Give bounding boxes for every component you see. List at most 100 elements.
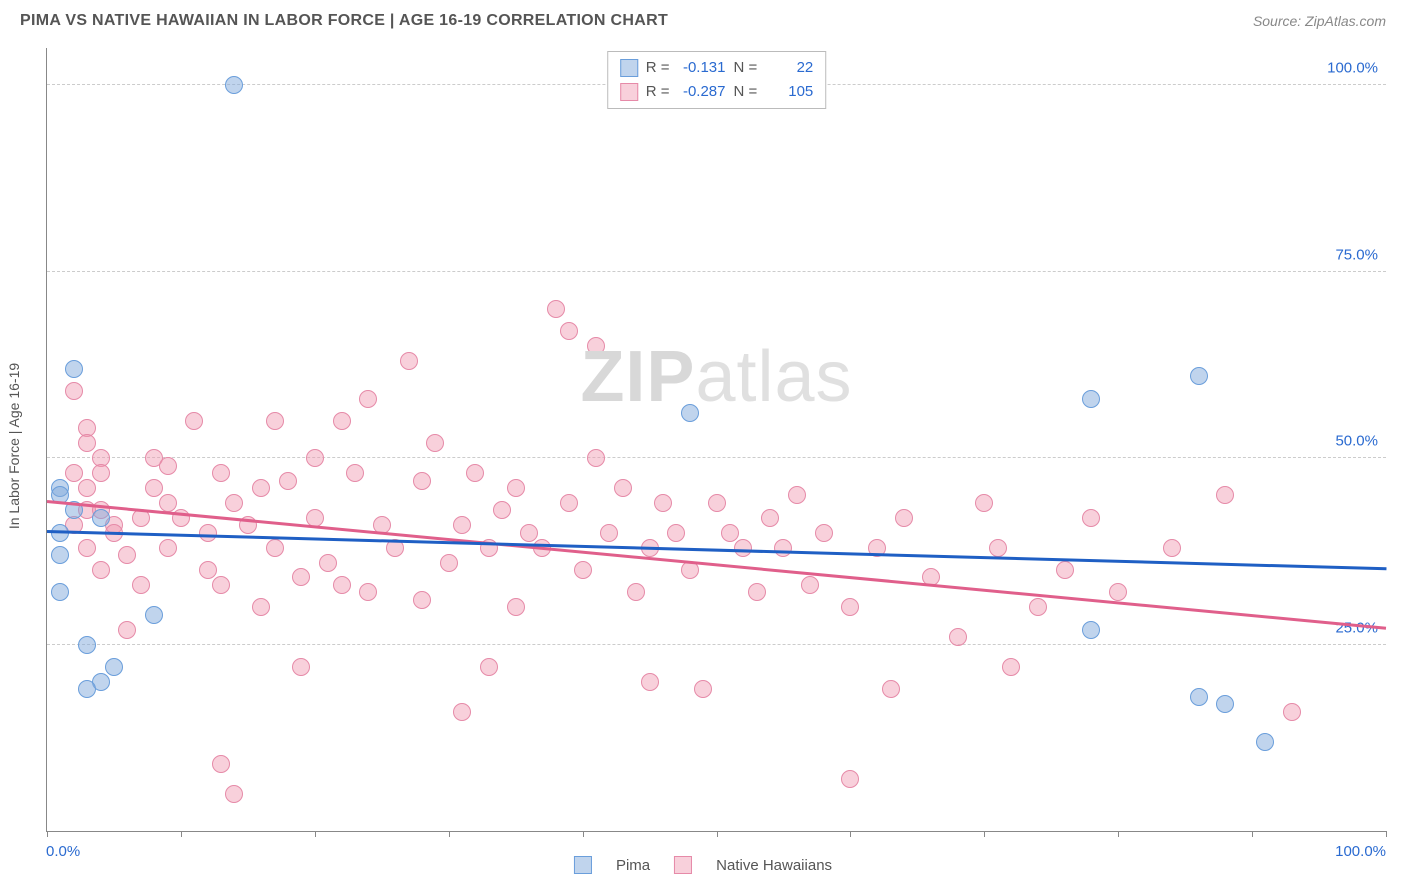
- data-point: [1283, 703, 1301, 721]
- data-point: [78, 680, 96, 698]
- legend-row-hawaiian: R = -0.287 N = 105: [620, 80, 814, 104]
- data-point: [734, 539, 752, 557]
- data-point: [949, 628, 967, 646]
- data-point: [641, 673, 659, 691]
- data-point: [65, 464, 83, 482]
- data-point: [346, 464, 364, 482]
- data-point: [975, 494, 993, 512]
- data-point: [547, 300, 565, 318]
- data-point: [426, 434, 444, 452]
- watermark: ZIPatlas: [580, 336, 852, 418]
- data-point: [413, 591, 431, 609]
- data-point: [78, 434, 96, 452]
- data-point: [252, 598, 270, 616]
- data-point: [185, 412, 203, 430]
- data-point: [145, 606, 163, 624]
- x-tick: [1252, 831, 1253, 837]
- data-point: [319, 554, 337, 572]
- data-point: [761, 509, 779, 527]
- data-point: [92, 464, 110, 482]
- data-point: [507, 598, 525, 616]
- data-point: [587, 337, 605, 355]
- data-point: [359, 390, 377, 408]
- legend-label-hawaiian: Native Hawaiians: [716, 857, 832, 874]
- data-point: [78, 539, 96, 557]
- data-point: [145, 479, 163, 497]
- data-point: [1082, 390, 1100, 408]
- data-point: [480, 658, 498, 676]
- data-point: [1082, 621, 1100, 639]
- series-legend: Pima Native Hawaiians: [574, 856, 832, 874]
- y-tick-label: 50.0%: [1335, 433, 1378, 450]
- data-point: [841, 598, 859, 616]
- data-point: [225, 76, 243, 94]
- data-point: [453, 703, 471, 721]
- data-point: [1163, 539, 1181, 557]
- data-point: [1082, 509, 1100, 527]
- gridline: [47, 644, 1386, 645]
- data-point: [895, 509, 913, 527]
- data-point: [212, 464, 230, 482]
- data-point: [1216, 695, 1234, 713]
- data-point: [600, 524, 618, 542]
- x-tick: [449, 831, 450, 837]
- data-point: [708, 494, 726, 512]
- data-point: [92, 561, 110, 579]
- data-point: [1190, 367, 1208, 385]
- x-tick: [181, 831, 182, 837]
- data-point: [1002, 658, 1020, 676]
- x-tick: [984, 831, 985, 837]
- data-point: [560, 494, 578, 512]
- data-point: [413, 472, 431, 490]
- data-point: [266, 412, 284, 430]
- data-point: [51, 546, 69, 564]
- data-point: [1190, 688, 1208, 706]
- swatch-pima-bottom: [574, 856, 592, 874]
- data-point: [520, 524, 538, 542]
- data-point: [65, 382, 83, 400]
- chart-title: PIMA VS NATIVE HAWAIIAN IN LABOR FORCE |…: [20, 12, 668, 30]
- data-point: [212, 576, 230, 594]
- data-point: [159, 494, 177, 512]
- data-point: [359, 583, 377, 601]
- data-point: [333, 412, 351, 430]
- data-point: [92, 509, 110, 527]
- swatch-hawaiian-bottom: [674, 856, 692, 874]
- legend-label-pima: Pima: [616, 857, 650, 874]
- x-tick: [1386, 831, 1387, 837]
- data-point: [292, 568, 310, 586]
- data-point: [574, 561, 592, 579]
- data-point: [694, 680, 712, 698]
- data-point: [774, 539, 792, 557]
- data-point: [681, 404, 699, 422]
- data-point: [51, 583, 69, 601]
- data-point: [306, 449, 324, 467]
- x-tick: [1118, 831, 1119, 837]
- data-point: [199, 561, 217, 579]
- data-point: [105, 658, 123, 676]
- data-point: [1216, 486, 1234, 504]
- data-point: [333, 576, 351, 594]
- source-label: Source: ZipAtlas.com: [1253, 13, 1386, 29]
- data-point: [1256, 733, 1274, 751]
- data-point: [159, 539, 177, 557]
- data-point: [560, 322, 578, 340]
- data-point: [252, 479, 270, 497]
- data-point: [748, 583, 766, 601]
- trend-line: [47, 500, 1386, 629]
- x-tick: [717, 831, 718, 837]
- y-axis-title: In Labor Force | Age 16-19: [6, 363, 22, 529]
- data-point: [815, 524, 833, 542]
- x-axis-max-label: 100.0%: [1335, 843, 1386, 860]
- data-point: [1029, 598, 1047, 616]
- data-point: [654, 494, 672, 512]
- data-point: [78, 479, 96, 497]
- y-tick-label: 100.0%: [1327, 60, 1378, 77]
- data-point: [78, 636, 96, 654]
- y-tick-label: 75.0%: [1335, 246, 1378, 263]
- data-point: [118, 546, 136, 564]
- data-point: [199, 524, 217, 542]
- correlation-legend: R = -0.131 N = 22 R = -0.287 N = 105: [607, 51, 827, 109]
- gridline: [47, 271, 1386, 272]
- data-point: [627, 583, 645, 601]
